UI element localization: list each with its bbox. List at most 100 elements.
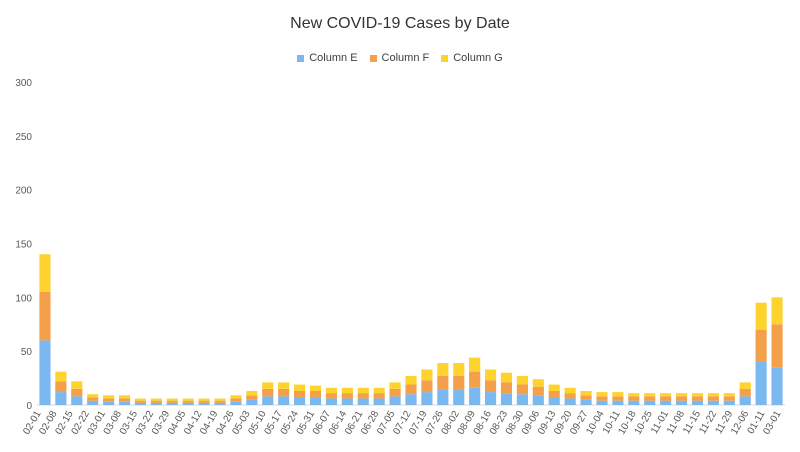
bar-segment-f	[166, 400, 178, 403]
bar-segment-e	[453, 389, 465, 405]
bar-segment-f	[739, 388, 751, 397]
bar-segment-e	[771, 367, 783, 405]
bar-segment-e	[103, 401, 115, 405]
bar-segment-e	[516, 394, 528, 405]
bar-segment-g	[564, 387, 576, 394]
bar-segment-e	[389, 396, 401, 405]
bar-segment-f	[118, 398, 131, 402]
bar-segment-e	[644, 400, 656, 405]
bar-segment-e	[691, 400, 704, 405]
bar-segment-e	[675, 400, 688, 405]
bar-segment-e	[118, 401, 131, 405]
bar-segment-f	[182, 400, 194, 403]
bar-segment-g	[739, 382, 751, 389]
bar-segment-g	[437, 363, 449, 376]
bar-segment-f	[500, 382, 513, 394]
legend-item-f: Column F	[369, 52, 430, 64]
bar-segment-g	[532, 379, 544, 387]
bar-segment-f	[564, 393, 576, 399]
y-tick-label: 300	[15, 78, 32, 89]
bar-segment-e	[564, 398, 576, 405]
bar-segment-f	[660, 396, 672, 401]
legend-item-g: Column G	[441, 52, 503, 64]
bar-segment-e	[134, 402, 147, 405]
bar-segment-f	[421, 380, 433, 393]
x-tick-label: 03-01	[761, 409, 784, 437]
bar-segment-f	[373, 393, 385, 399]
bar-segment-g	[421, 369, 433, 381]
bar-segment-g	[580, 391, 592, 396]
bar-segment-e	[628, 400, 640, 405]
bar-segment-g	[596, 392, 608, 397]
y-tick-label: 100	[15, 293, 32, 304]
bar-segment-g	[755, 302, 767, 330]
bar-segment-f	[278, 388, 290, 397]
bar-segment-g	[262, 382, 274, 389]
bar-segment-g	[389, 382, 401, 389]
bar-segment-e	[469, 387, 481, 405]
bar-segment-f	[103, 398, 115, 402]
bar-segment-g	[660, 393, 672, 397]
bar-segment-f	[612, 396, 624, 401]
bar-segment-e	[198, 402, 210, 405]
bar-segment-g	[405, 375, 417, 385]
bar-segment-g	[309, 385, 322, 392]
bar-segment-f	[389, 388, 401, 397]
legend-swatch-f	[369, 54, 377, 62]
bar-segment-f	[341, 393, 353, 399]
y-tick-label: 0	[26, 401, 32, 412]
legend-label-f: Column F	[381, 52, 430, 64]
bar-segment-e	[341, 398, 353, 405]
legend: Column E Column F Column G	[0, 52, 800, 64]
bar-segment-e	[500, 393, 513, 405]
bar-segment-f	[294, 391, 306, 398]
bar-segment-e	[373, 398, 385, 405]
bar-segment-f	[325, 393, 337, 399]
bar-segment-e	[214, 402, 226, 405]
bar-segment-e	[325, 398, 337, 405]
bar-segment-f	[230, 398, 242, 402]
bar-segment-f	[39, 291, 51, 341]
bar-segment-g	[723, 393, 735, 397]
bar-segment-e	[548, 397, 560, 405]
bar-segment-e	[278, 396, 290, 405]
bar-segment-f	[516, 384, 528, 395]
legend-swatch-g	[441, 54, 449, 62]
bar-segment-g	[118, 395, 131, 399]
bar-segment-e	[230, 401, 242, 405]
bar-segment-g	[373, 387, 385, 394]
bar-segment-g	[134, 398, 147, 401]
bar-segment-f	[262, 388, 274, 397]
bar-segment-f	[134, 400, 147, 403]
bar-segment-e	[580, 399, 592, 405]
bar-segment-g	[182, 398, 194, 401]
bar-segment-e	[532, 395, 544, 405]
bar-segment-f	[198, 400, 210, 403]
bar-segment-f	[675, 396, 688, 401]
bar-segment-e	[309, 397, 322, 405]
bar-segment-f	[405, 384, 417, 395]
bar-segment-e	[612, 400, 624, 405]
bar-segment-e	[150, 402, 162, 405]
bar-segment-g	[325, 387, 337, 394]
bar-segment-g	[453, 363, 465, 376]
bar-segment-e	[437, 389, 449, 405]
bar-segment-g	[500, 372, 513, 383]
legend-swatch-e	[297, 54, 305, 62]
bar-segment-f	[469, 371, 481, 388]
bar-segment-g	[71, 381, 83, 389]
bar-segment-g	[87, 394, 99, 398]
bar-segment-f	[357, 393, 369, 399]
bar-segment-e	[262, 396, 274, 405]
bar-segment-e	[739, 396, 751, 405]
bar-segment-e	[660, 400, 672, 405]
bar-segment-e	[755, 361, 767, 405]
bar-segment-g	[246, 391, 258, 396]
bar-segment-g	[548, 384, 560, 392]
bar-segment-g	[771, 297, 783, 325]
bar-segment-g	[341, 387, 353, 394]
bar-segment-f	[71, 388, 83, 397]
bar-segment-g	[485, 369, 497, 381]
bar-segment-f	[580, 395, 592, 400]
bar-segment-f	[755, 329, 767, 362]
